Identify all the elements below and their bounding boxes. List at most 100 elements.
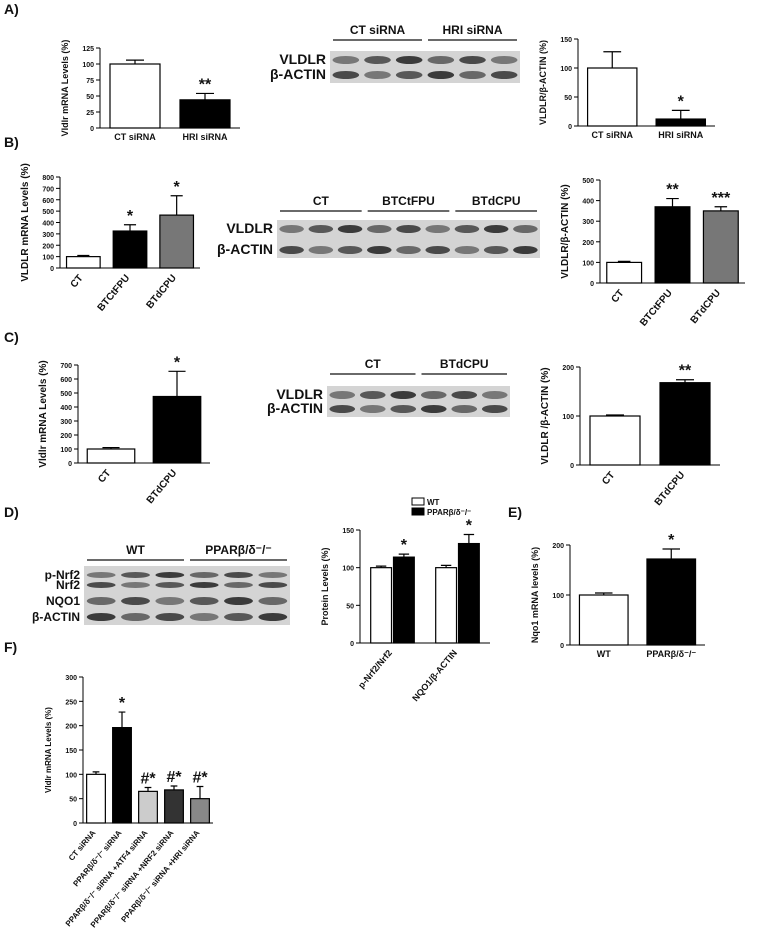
blot-band: [364, 56, 391, 64]
y-tick-label: 100: [552, 593, 564, 600]
y-tick-label: 0: [590, 281, 594, 288]
bar: [702, 210, 739, 284]
y-tick-label: 200: [562, 365, 574, 372]
error-bar: [662, 548, 680, 559]
blot-band: [364, 71, 391, 79]
x-tick-label: CT: [69, 273, 86, 290]
bar: [435, 567, 458, 644]
y-tick-label: 0: [73, 821, 77, 828]
x-tick-label: HRI siRNA: [182, 132, 228, 142]
error-bar: [123, 224, 137, 232]
y-tick-label: 0: [560, 643, 564, 650]
blot-band: [189, 597, 219, 605]
blot-band: [279, 225, 304, 233]
bar: [606, 261, 643, 284]
blot-band: [459, 71, 486, 79]
blot-band: [337, 246, 363, 254]
blot-band: [258, 572, 288, 578]
row-label: β-ACTIN: [217, 241, 273, 257]
row-label: VLDLR: [279, 51, 326, 67]
y-tick-label: 600: [42, 198, 54, 205]
panel-label: F): [4, 639, 17, 655]
blot-band: [86, 597, 116, 605]
y-axis-label: Nqo1 mRNA levels (%): [530, 547, 540, 643]
blot-band: [459, 56, 486, 64]
significance-mark: **: [666, 182, 679, 199]
error-bar: [170, 195, 183, 216]
y-tick-label: 500: [60, 391, 72, 398]
bar: [164, 789, 184, 824]
y-tick-label: 200: [582, 240, 594, 247]
row-label: VLDLR: [276, 386, 323, 402]
bar: [589, 415, 641, 466]
bar: [654, 206, 691, 284]
significance-mark: **: [679, 363, 692, 380]
y-tick-label: 300: [42, 232, 54, 239]
x-tick-label: BTCtFPU: [638, 288, 675, 329]
blot-band: [86, 613, 116, 621]
blot-band: [454, 246, 480, 254]
y-tick-label: 0: [90, 126, 94, 133]
x-tick-label: PPARβ/δ⁻/⁻: [646, 649, 696, 659]
bar: [65, 256, 101, 269]
legend-label: WT: [427, 498, 440, 507]
blot-band: [454, 225, 480, 233]
row-label: VLDLR: [226, 220, 273, 236]
y-tick-label: 100: [82, 62, 94, 69]
y-tick-label: 250: [65, 699, 77, 706]
blot-band: [121, 572, 150, 578]
panel-label: B): [4, 134, 19, 150]
blot-band: [396, 246, 421, 254]
blot-band: [258, 613, 288, 621]
blot-band: [155, 613, 185, 621]
lane-header: BTCtFPU: [382, 194, 435, 208]
panel-label: C): [4, 329, 19, 345]
error-bar: [603, 51, 622, 68]
y-tick-label: 75: [86, 78, 94, 85]
bar: [109, 63, 161, 129]
y-tick-label: 100: [560, 66, 572, 73]
bar: [138, 790, 158, 824]
y-tick-label: 300: [582, 219, 594, 226]
blot-image: [84, 566, 290, 625]
significance-mark: #*: [192, 770, 208, 787]
blot-band: [481, 391, 508, 399]
y-axis-label: Vldlr mRNA Levels (%): [44, 707, 53, 793]
error-bar: [118, 711, 126, 728]
blot-band: [395, 56, 423, 64]
x-tick-label: CT: [96, 468, 113, 485]
blot-band: [337, 225, 363, 233]
y-tick-label: 200: [60, 433, 72, 440]
blot-band: [451, 405, 478, 413]
y-tick-label: 700: [42, 186, 54, 193]
blot-band: [427, 56, 455, 64]
blot-band: [395, 71, 423, 79]
x-tick-label: HRI siRNA: [658, 130, 704, 140]
blot-band: [367, 225, 392, 233]
significance-mark: *: [401, 537, 408, 554]
blot-band: [483, 225, 509, 233]
blot-image: [327, 386, 510, 417]
blot-band: [513, 246, 538, 254]
blot-band: [279, 246, 304, 254]
blot-band: [451, 391, 478, 399]
y-tick-label: 400: [582, 199, 594, 206]
blot-band: [308, 246, 334, 254]
y-tick-label: 50: [86, 94, 94, 101]
bar: [457, 542, 480, 644]
y-tick-label: 0: [350, 641, 354, 648]
blot-band: [427, 71, 455, 79]
blot-band: [490, 56, 518, 64]
lane-header: CT: [365, 357, 382, 371]
x-tick-label: p-Nrf2/Nrf2: [356, 648, 394, 690]
y-tick-label: 300: [60, 419, 72, 426]
x-tick-label: BTdCPU: [145, 468, 179, 506]
lane-header: BTdCPU: [440, 357, 489, 371]
error-bar: [196, 92, 214, 100]
y-tick-label: 200: [42, 243, 54, 250]
significance-mark: #*: [166, 769, 182, 786]
blot-band: [396, 225, 421, 233]
bar: [659, 382, 711, 466]
blot-band: [224, 597, 253, 605]
